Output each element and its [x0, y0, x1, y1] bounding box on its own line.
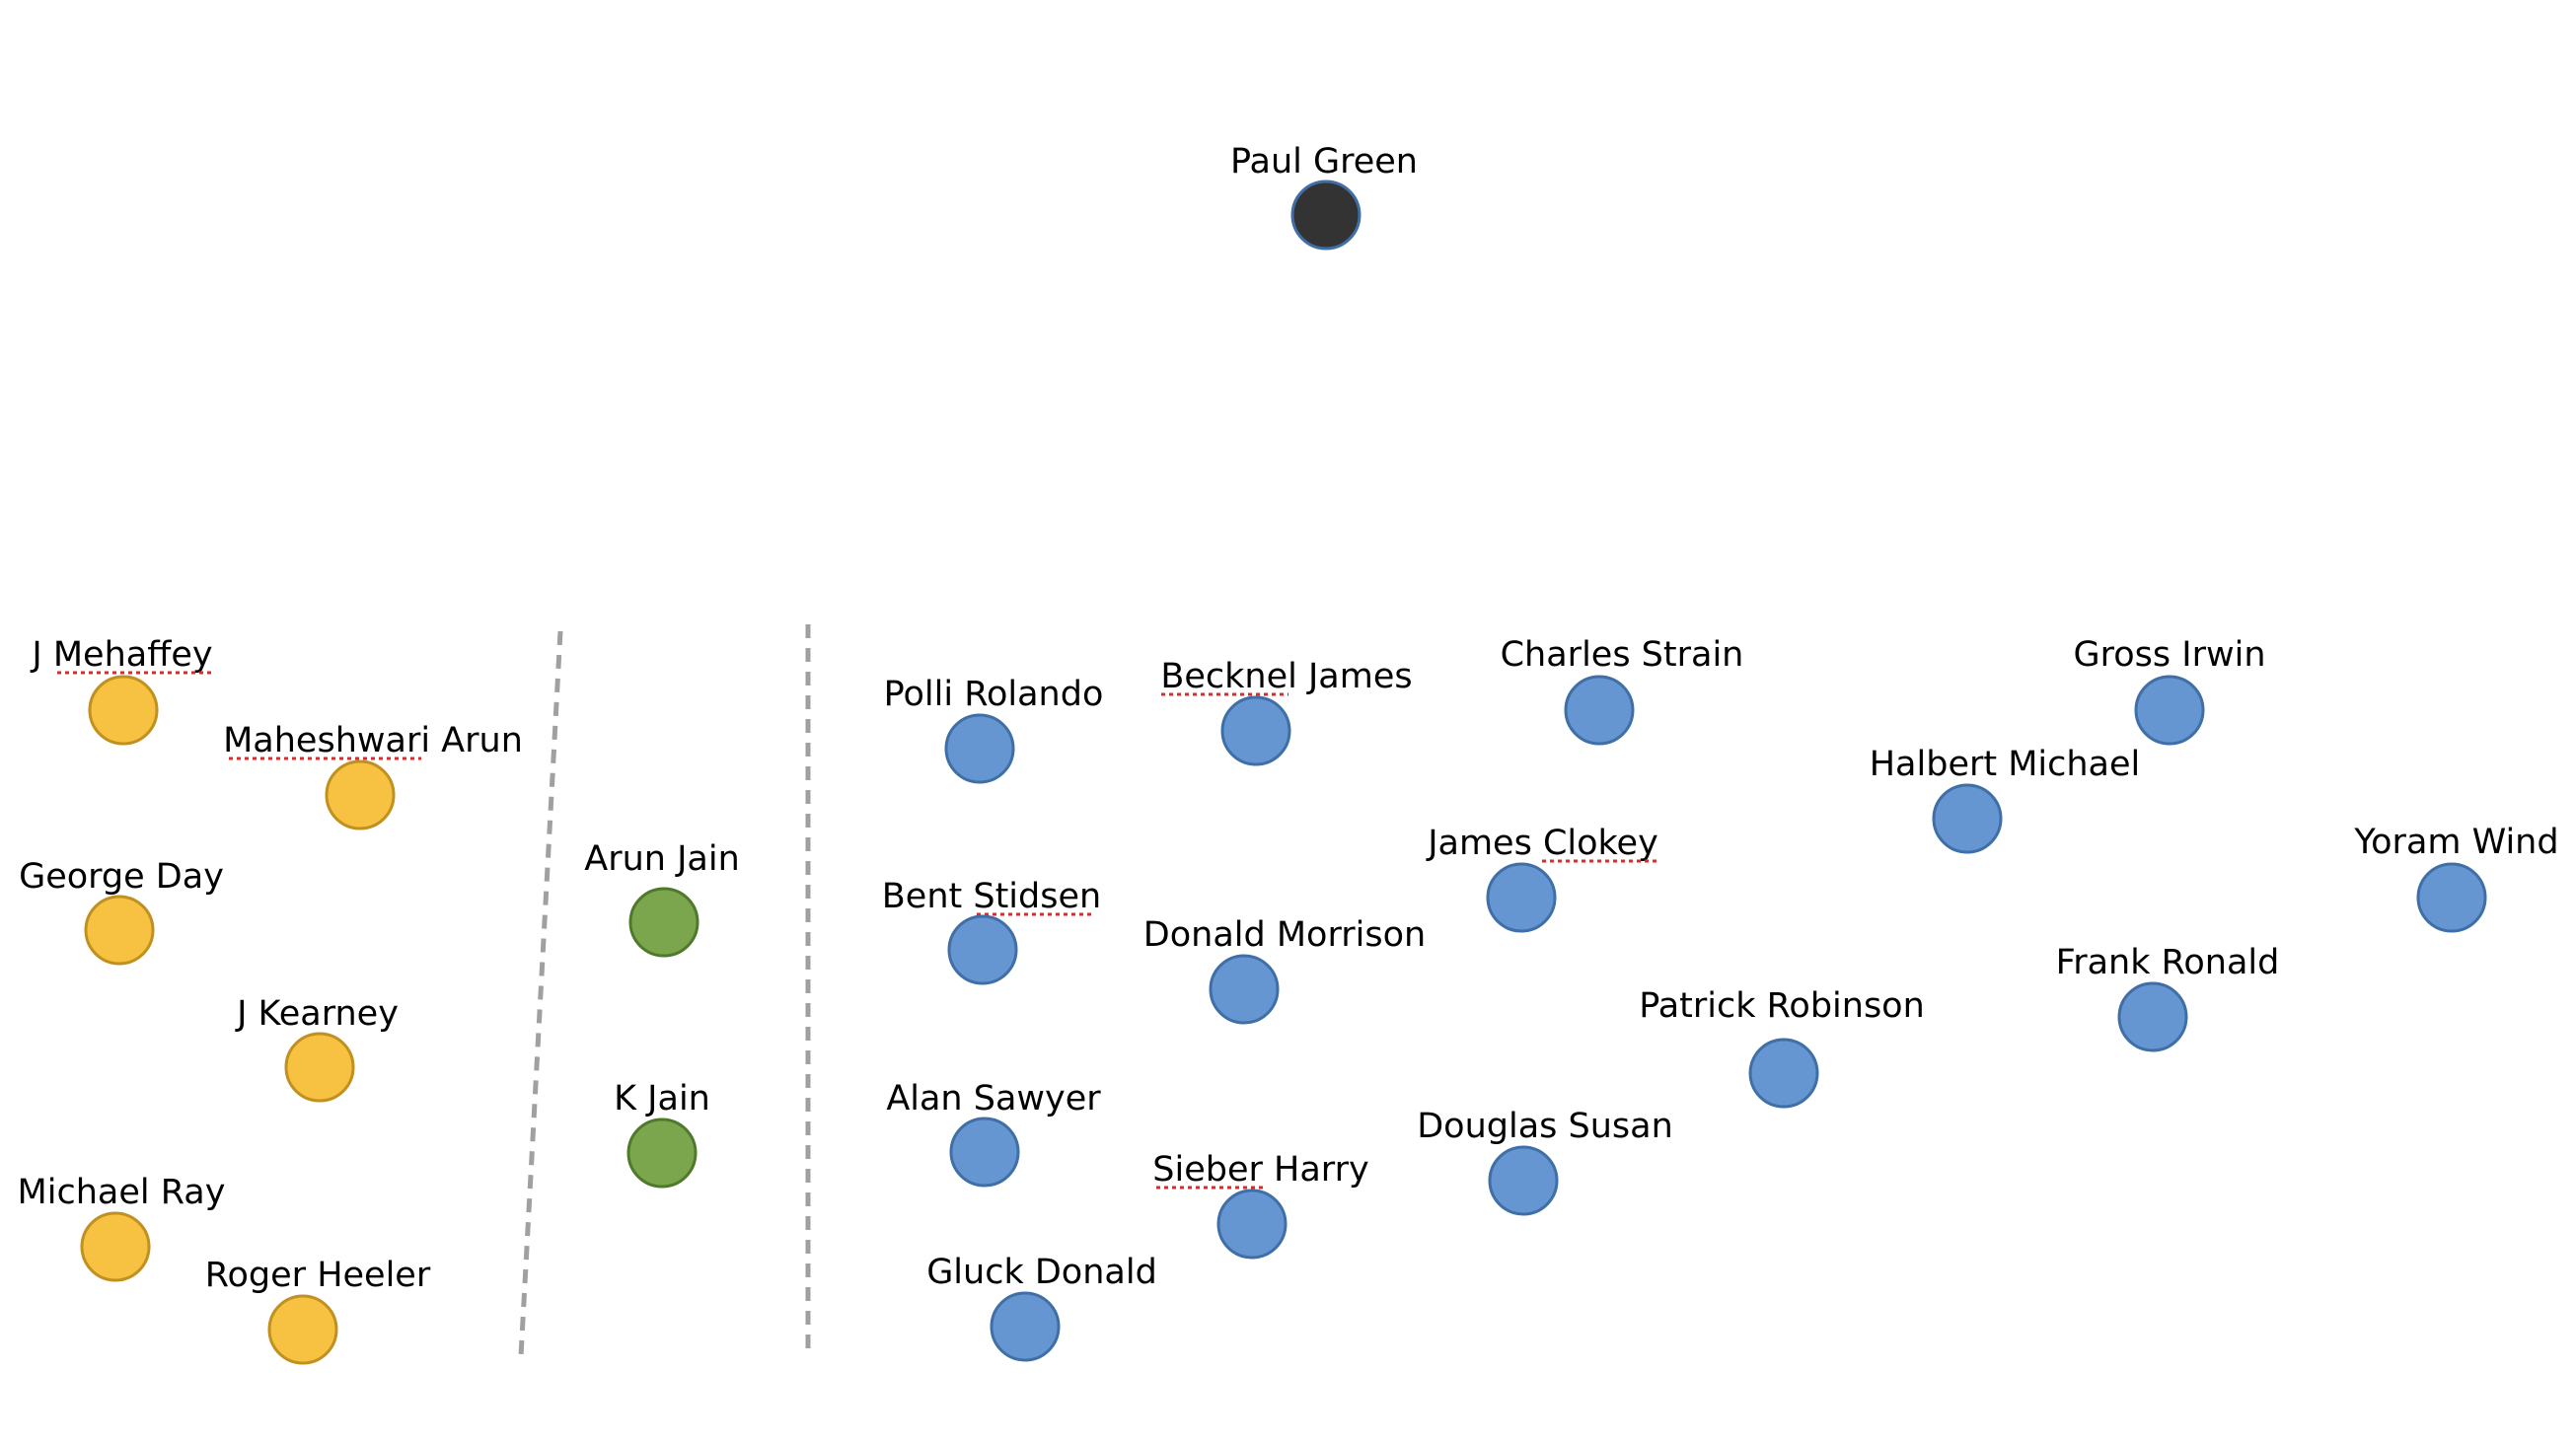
- node-dot-paul-green: [1290, 180, 1362, 251]
- node-label-maheshwari-arun: Maheshwari Arun: [223, 721, 523, 760]
- node-dot-polli-rolando: [944, 713, 1015, 784]
- node-label-bent-stidsen: Bent Stidsen: [882, 877, 1101, 916]
- node-dot-j-kearney: [284, 1032, 355, 1103]
- node-label-michael-ray: Michael Ray: [18, 1173, 226, 1212]
- node-gluck-donald[interactable]: Gluck Donald: [926, 1253, 1157, 1362]
- node-dot-frank-ronald: [2117, 981, 2188, 1052]
- node-dot-arun-jain: [628, 887, 699, 958]
- node-j-mehaffey[interactable]: J Mehaffey: [30, 635, 213, 746]
- node-paul-green[interactable]: Paul Green: [1230, 142, 1418, 251]
- node-label-polli-rolando: Polli Rolando: [884, 675, 1104, 714]
- node-dot-gluck-donald: [990, 1291, 1061, 1362]
- node-james-clokey[interactable]: James Clokey: [1426, 824, 1658, 933]
- node-k-jain[interactable]: K Jain: [614, 1079, 710, 1189]
- node-dot-patrick-robinson: [1748, 1038, 1819, 1109]
- node-dot-sieber-harry: [1216, 1189, 1288, 1260]
- node-douglas-susan[interactable]: Douglas Susan: [1417, 1107, 1673, 1216]
- node-label-patrick-robinson: Patrick Robinson: [1639, 986, 1925, 1026]
- node-label-gluck-donald: Gluck Donald: [926, 1253, 1157, 1292]
- node-maheshwari-arun[interactable]: Maheshwari Arun: [223, 721, 523, 830]
- node-dot-bent-stidsen: [947, 914, 1018, 985]
- node-dot-michael-ray: [80, 1211, 151, 1282]
- node-label-alan-sawyer: Alan Sawyer: [886, 1079, 1101, 1118]
- node-dot-j-mehaffey: [88, 675, 159, 746]
- node-dot-donald-morrison: [1209, 954, 1280, 1025]
- node-alan-sawyer[interactable]: Alan Sawyer: [886, 1079, 1101, 1188]
- node-becknel-james[interactable]: Becknel James: [1160, 657, 1413, 766]
- node-dot-k-jain: [626, 1118, 698, 1189]
- node-label-charles-strain: Charles Strain: [1501, 635, 1744, 675]
- node-j-kearney[interactable]: J Kearney: [235, 994, 399, 1103]
- node-donald-morrison[interactable]: Donald Morrison: [1143, 915, 1426, 1025]
- node-label-george-day: George Day: [19, 857, 224, 897]
- node-polli-rolando[interactable]: Polli Rolando: [884, 675, 1104, 784]
- node-label-halbert-michael: Halbert Michael: [1870, 745, 2141, 784]
- node-label-becknel-james: Becknel James: [1160, 657, 1412, 696]
- node-michael-ray[interactable]: Michael Ray: [18, 1173, 226, 1282]
- node-roger-heeler[interactable]: Roger Heeler: [205, 1256, 431, 1365]
- node-dot-yoram-wind: [2416, 862, 2487, 933]
- node-dot-maheshwari-arun: [325, 759, 396, 830]
- node-dot-roger-heeler: [267, 1294, 338, 1365]
- node-charles-strain[interactable]: Charles Strain: [1501, 635, 1744, 746]
- node-label-arun-jain: Arun Jain: [584, 839, 740, 879]
- node-label-james-clokey: James Clokey: [1426, 824, 1658, 863]
- group-divider-left: [518, 630, 563, 1357]
- node-dot-gross-irwin: [2134, 675, 2205, 746]
- node-bent-stidsen[interactable]: Bent Stidsen: [882, 877, 1101, 985]
- node-dot-halbert-michael: [1932, 783, 2003, 854]
- node-dot-alan-sawyer: [949, 1117, 1020, 1188]
- node-label-j-kearney: J Kearney: [235, 994, 399, 1034]
- node-label-frank-ronald: Frank Ronald: [2056, 943, 2280, 982]
- node-arun-jain[interactable]: Arun Jain: [584, 839, 740, 958]
- node-label-j-mehaffey: J Mehaffey: [30, 635, 212, 675]
- node-patrick-robinson[interactable]: Patrick Robinson: [1639, 986, 1925, 1109]
- node-gross-irwin[interactable]: Gross Irwin: [2074, 635, 2266, 746]
- node-frank-ronald[interactable]: Frank Ronald: [2056, 943, 2280, 1052]
- node-label-k-jain: K Jain: [614, 1079, 710, 1118]
- node-label-sieber-harry: Sieber Harry: [1152, 1150, 1368, 1190]
- node-dot-douglas-susan: [1488, 1145, 1559, 1216]
- node-label-yoram-wind: Yoram Wind: [2353, 823, 2558, 862]
- node-sieber-harry[interactable]: Sieber Harry: [1152, 1150, 1369, 1260]
- node-yoram-wind[interactable]: Yoram Wind: [2353, 823, 2559, 933]
- node-label-gross-irwin: Gross Irwin: [2074, 635, 2266, 675]
- node-label-roger-heeler: Roger Heeler: [205, 1256, 431, 1295]
- node-dot-becknel-james: [1220, 695, 1291, 766]
- node-dot-george-day: [84, 895, 155, 966]
- node-label-douglas-susan: Douglas Susan: [1417, 1107, 1673, 1146]
- node-halbert-michael[interactable]: Halbert Michael: [1870, 745, 2141, 854]
- node-label-paul-green: Paul Green: [1230, 142, 1418, 181]
- node-george-day[interactable]: George Day: [19, 857, 224, 966]
- node-label-donald-morrison: Donald Morrison: [1143, 915, 1426, 955]
- node-dot-charles-strain: [1564, 675, 1635, 746]
- node-dot-james-clokey: [1486, 862, 1557, 933]
